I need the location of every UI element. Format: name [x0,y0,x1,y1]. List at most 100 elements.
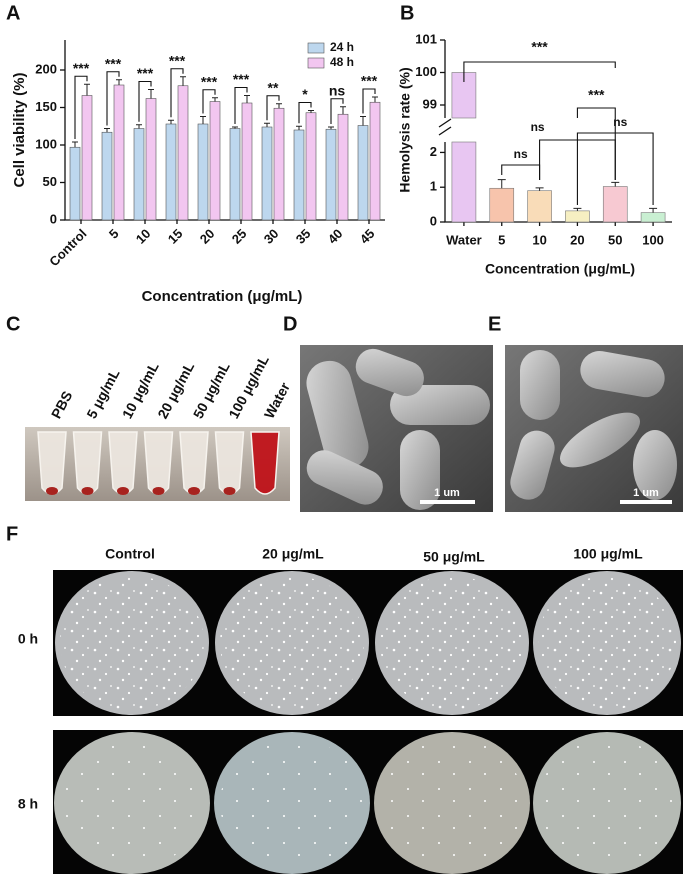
panel-letter: D [283,313,297,335]
sem-image [505,345,683,512]
error-bar [148,89,154,99]
error-bar [340,106,346,115]
axes [444,40,672,223]
y-tick-label: 100 [35,136,57,151]
bracket [576,107,616,180]
bar [337,113,349,221]
error-bar [116,79,122,85]
bar [133,128,145,221]
pellet [46,487,58,495]
tube-label: Water [261,379,293,421]
error-bar [168,119,174,124]
x-tick-label: 20 [570,232,584,247]
pellet [188,487,200,495]
bar [241,102,253,221]
bracket [463,61,616,82]
y-tick-label: 0 [50,211,57,226]
error-bar [360,116,366,126]
y-tick-label: 100 [415,64,437,79]
significance: *** [105,55,122,71]
bracket [576,132,654,205]
error-bar [232,126,238,129]
bar [640,212,666,223]
row-label: 8 h [18,796,38,812]
x-tick-label: 25 [229,226,250,247]
bar [81,95,93,221]
bar [489,187,515,223]
pellet [152,487,165,495]
bar [305,112,317,221]
tube-photo [25,427,290,501]
pellet [117,487,129,495]
y-tick-label: 200 [35,61,57,76]
significance: *** [531,39,548,55]
x-tick-label: Water [446,232,482,247]
error-bar [328,126,334,130]
legend-swatch [307,42,325,54]
panel-letter: A [6,2,20,24]
y-tick-label: 2 [430,144,437,159]
x-tick-label: 35 [293,226,314,247]
x-tick-label: 10 [532,232,546,247]
scale-label: 1 um [434,487,460,499]
significance: ns [329,82,346,98]
error-bar [296,125,302,130]
axis-break [436,118,454,136]
error-bar [200,116,206,124]
column-label: Control [105,546,155,562]
significance: *** [201,73,218,89]
column-label: 100 μg/mL [573,546,643,562]
x-tick-label: 50 [608,232,622,247]
error-bar [372,96,378,103]
y-tick-label: 50 [43,174,57,189]
bracket [298,101,312,124]
tube [143,431,174,495]
y-axis-label: Cell viability (%) [11,72,28,187]
error-bar [611,181,620,187]
significance: *** [361,73,378,89]
panel-letter: E [488,313,501,335]
tube [72,431,103,495]
bracket [501,164,541,180]
bar [369,101,381,221]
bar [145,98,157,221]
x-axis-label: Concentration (μg/mL) [485,261,635,277]
bar [273,107,285,221]
x-axis-label: Concentration (μg/mL) [142,288,303,305]
tube [250,431,280,495]
bar [197,123,209,221]
tube [179,431,209,495]
column-label: 20 μg/mL [262,546,324,562]
tube-label: 5 μg/mL [83,366,123,421]
bar [527,190,552,223]
bracket [362,88,376,114]
error-bar [244,95,250,103]
error-bar [72,141,78,148]
significance: ns [531,120,545,134]
significance: ** [268,79,279,95]
error-bar [212,97,218,102]
row-label: 0 h [18,631,38,647]
significance: *** [73,60,90,76]
bar [261,126,273,221]
significance: ns [514,147,528,161]
error-bar [497,179,506,189]
bracket [106,71,120,126]
bracket [138,80,152,122]
x-tick-label: 100 [642,232,664,247]
bar [101,131,113,221]
significance: *** [137,65,154,81]
significance: *** [233,71,250,87]
x-tick-label: 15 [165,226,186,247]
tube [214,431,245,495]
y-tick-label: 1 [430,179,437,194]
scale-label: 1 um [633,487,659,499]
error-bar [264,122,270,127]
x-tick-label: 40 [325,226,346,247]
error-bar [136,124,142,129]
x-tick-label: 30 [261,226,282,247]
bar [229,128,241,221]
bracket [266,95,280,121]
bracket [234,86,248,124]
error-bar [276,103,282,109]
